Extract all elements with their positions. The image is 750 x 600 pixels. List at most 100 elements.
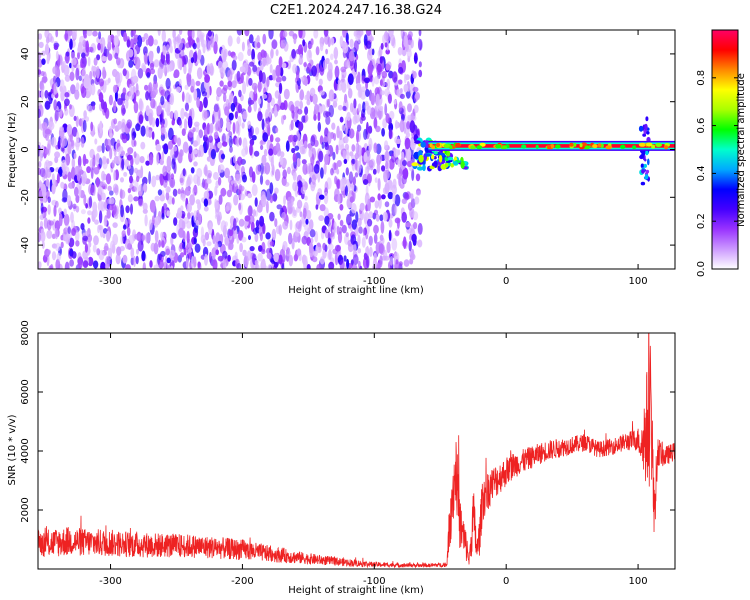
noise-blob <box>40 88 44 100</box>
noise-blob <box>293 36 297 45</box>
noise-blob <box>269 63 273 74</box>
signal-onset-blob <box>422 164 426 172</box>
noise-blob <box>163 261 167 269</box>
noise-blob <box>83 33 88 39</box>
noise-blob <box>251 48 256 61</box>
noise-blob <box>217 60 223 70</box>
noise-blob <box>392 192 396 203</box>
noise-blob <box>203 198 209 207</box>
noise-blob <box>265 109 269 119</box>
noise-blob <box>145 91 150 101</box>
noise-blob <box>190 57 194 64</box>
noise-blob <box>401 198 407 205</box>
noise-blob <box>161 109 165 120</box>
noise-blob <box>351 264 358 269</box>
noise-blob <box>326 98 331 108</box>
noise-blob <box>323 162 327 175</box>
noise-blob <box>242 110 248 120</box>
noise-blob <box>236 30 243 36</box>
noise-blob <box>339 178 346 192</box>
noise-blob <box>152 87 158 96</box>
feature-blob <box>647 158 650 166</box>
noise-blob <box>323 136 328 143</box>
noise-blob <box>136 175 140 182</box>
noise-blob <box>90 83 96 96</box>
noise-blob <box>217 255 224 262</box>
noise-blob <box>279 102 286 110</box>
noise-blob <box>60 79 65 89</box>
noise-blob <box>146 72 151 79</box>
noise-blob <box>193 88 198 101</box>
noise-blob <box>82 153 87 167</box>
noise-blob <box>407 103 412 113</box>
noise-blob <box>257 51 263 62</box>
noise-blob <box>210 35 215 48</box>
noise-blob <box>280 151 285 158</box>
noise-blob <box>261 154 267 166</box>
noise-blob <box>103 201 107 209</box>
noise-blob <box>161 30 166 43</box>
spectrogram-x-tick-label: -300 <box>99 276 122 287</box>
noise-blob <box>303 140 308 149</box>
noise-blob <box>279 67 284 77</box>
noise-blob <box>203 110 210 120</box>
noise-blob <box>351 158 356 164</box>
noise-blob <box>134 56 141 70</box>
noise-blob <box>212 259 218 269</box>
noise-blob <box>236 70 241 82</box>
noise-blob <box>252 209 256 217</box>
noise-blob <box>365 30 372 36</box>
noise-blob <box>241 41 245 52</box>
feature-blob <box>644 123 648 131</box>
signal-onset-blob <box>420 141 427 148</box>
noise-blob <box>261 258 266 268</box>
noise-blob <box>215 242 219 250</box>
noise-blob <box>385 170 390 180</box>
noise-blob <box>325 115 331 125</box>
noise-blob <box>136 35 143 48</box>
noise-blob <box>266 252 272 260</box>
noise-blob <box>109 190 114 196</box>
noise-blob <box>345 32 349 43</box>
noise-blob <box>291 48 296 59</box>
noise-blob <box>153 39 158 46</box>
noise-blob <box>357 234 361 247</box>
noise-blob <box>359 202 365 212</box>
noise-blob <box>254 197 258 207</box>
spectrogram-x-tick-label: -100 <box>363 276 386 287</box>
noise-blob <box>376 262 380 269</box>
signal-band-blob <box>431 145 435 150</box>
noise-blob <box>267 264 272 269</box>
noise-blob <box>401 113 405 122</box>
signal-band-blob <box>605 145 613 150</box>
noise-blob <box>172 146 178 152</box>
noise-blob <box>138 114 144 125</box>
noise-blob <box>47 204 51 215</box>
noise-blob <box>410 193 414 200</box>
noise-blob <box>403 73 407 84</box>
noise-blob <box>317 121 321 133</box>
noise-blob <box>129 175 133 184</box>
noise-blob <box>252 65 258 73</box>
noise-blob <box>59 136 65 149</box>
noise-blob <box>210 148 217 160</box>
noise-blob <box>233 230 238 239</box>
noise-blob <box>262 132 269 142</box>
noise-blob <box>78 185 82 199</box>
noise-blob <box>38 51 42 59</box>
noise-blob <box>194 243 201 253</box>
noise-blob <box>82 260 89 268</box>
noise-blob <box>392 178 397 189</box>
noise-blob <box>232 55 238 61</box>
noise-blob <box>345 232 349 238</box>
noise-blob <box>234 178 238 187</box>
noise-blob <box>192 42 197 50</box>
noise-blob <box>80 223 85 230</box>
noise-blob <box>285 249 291 257</box>
noise-blob <box>171 232 177 239</box>
noise-blob <box>238 137 242 146</box>
noise-blob <box>256 41 261 49</box>
noise-blob <box>245 145 248 155</box>
noise-blob <box>227 69 233 83</box>
